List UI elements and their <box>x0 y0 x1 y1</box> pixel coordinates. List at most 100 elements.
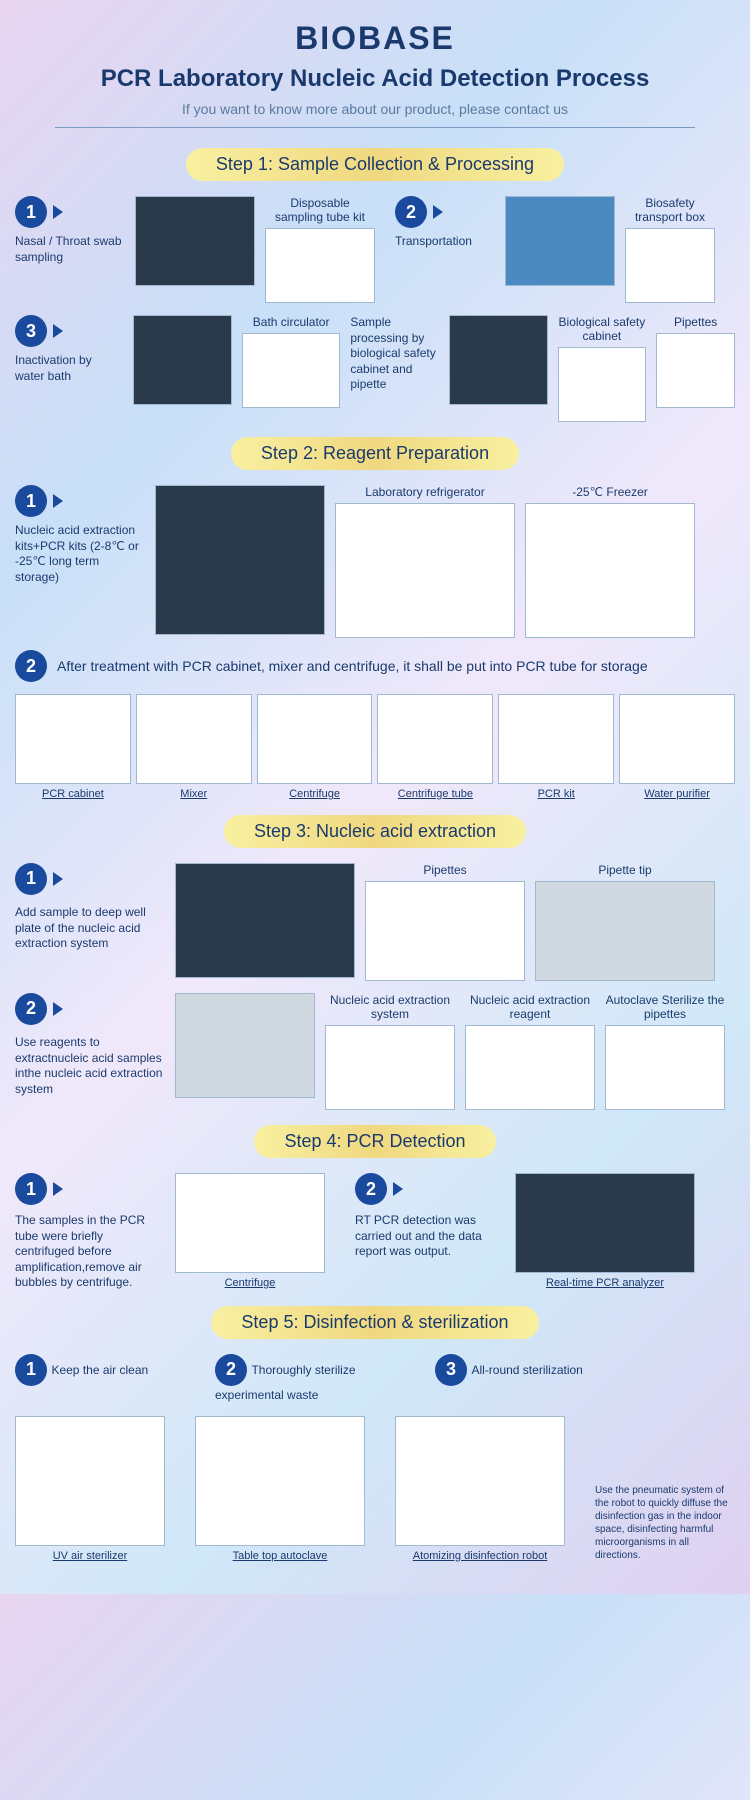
play-icon <box>53 1182 63 1196</box>
product-label: Real-time PCR analyzer <box>515 1277 695 1289</box>
product-label: Centrifuge tube <box>377 788 493 800</box>
step5-header: Step 5: Disinfection & sterilization <box>211 1306 538 1339</box>
product-label: Biological safety cabinet <box>558 315 647 343</box>
extraction2-photo <box>175 993 315 1098</box>
product-label: Biosafety transport box <box>625 196 715 224</box>
play-icon <box>53 494 63 508</box>
step1-text-4: Sample processing by biological safety c… <box>350 315 439 393</box>
step1-row1: 1 Nasal / Throat swab sampling Disposabl… <box>15 196 735 303</box>
pipette-tip-image <box>535 881 715 981</box>
bath-circulator-image <box>242 333 341 408</box>
step1-text-3: Inactivation by water bath <box>15 353 123 384</box>
uv-sterilizer-image <box>15 1416 165 1546</box>
step4-row: 1 The samples in the PCR tube were brief… <box>15 1173 735 1291</box>
step1-text-1: Nasal / Throat swab sampling <box>15 234 125 265</box>
divider <box>55 127 695 128</box>
step2-text-2: After treatment with PCR cabinet, mixer … <box>57 657 735 675</box>
subtitle: If you want to know more about our produ… <box>15 101 735 117</box>
step1-text-2: Transportation <box>395 234 495 250</box>
product-label: Atomizing disinfection robot <box>395 1550 565 1562</box>
step3-badge-2: 2 <box>15 993 47 1025</box>
step3-row2: 2 Use reagents to extractnucleic acid sa… <box>15 993 735 1110</box>
step2-text-1: Nucleic acid extraction kits+PCR kits (2… <box>15 523 145 585</box>
step2-row1: 1 Nucleic acid extraction kits+PCR kits … <box>15 485 735 638</box>
step5-note: Use the pneumatic system of the robot to… <box>595 1484 735 1562</box>
extraction-system-image <box>325 1025 455 1110</box>
step5-text-1: Keep the air clean <box>51 1363 148 1377</box>
pcr-cabinet-image <box>15 694 131 784</box>
step2-badge-1: 1 <box>15 485 47 517</box>
transport-photo <box>505 196 615 286</box>
product-label: Pipette tip <box>535 863 715 877</box>
product-label: PCR kit <box>498 788 614 800</box>
product-label: Bath circulator <box>242 315 341 329</box>
product-label: -25℃ Freezer <box>525 485 695 499</box>
product-label: Nucleic acid extraction system <box>325 993 455 1021</box>
pipettes2-image <box>365 881 525 981</box>
play-icon <box>433 205 443 219</box>
step1-row2: 3 Inactivation by water bath Bath circul… <box>15 315 735 422</box>
step3-text-2: Use reagents to extractnucleic acid samp… <box>15 1035 165 1097</box>
centrifuge2-image <box>175 1173 325 1273</box>
play-icon <box>53 324 63 338</box>
safety-cabinet-image <box>558 347 647 422</box>
step5-text-3: All-round sterilization <box>471 1363 582 1377</box>
step4-text-2: RT PCR detection was carried out and the… <box>355 1213 505 1260</box>
water-purifier-image <box>619 694 735 784</box>
waterbath-photo <box>133 315 232 405</box>
product-label: Laboratory refrigerator <box>335 485 515 499</box>
step2-products: PCR cabinet Mixer Centrifuge Centrifuge … <box>15 694 735 800</box>
freezer-image <box>525 503 695 638</box>
header: BIOBASE PCR Laboratory Nucleic Acid Dete… <box>15 20 735 128</box>
extraction-photo <box>175 863 355 978</box>
step1-badge-2: 2 <box>395 196 427 228</box>
product-label: Pipettes <box>365 863 525 877</box>
step5-products: UV air sterilizer Table top autoclave At… <box>15 1416 735 1562</box>
step4-badge-1: 1 <box>15 1173 47 1205</box>
step5-badge-1: 1 <box>15 1354 47 1386</box>
transport-box-image <box>625 228 715 303</box>
pcr-kit-image <box>498 694 614 784</box>
lab-fridge-image <box>335 503 515 638</box>
step3-badge-1: 1 <box>15 863 47 895</box>
step3-header: Step 3: Nucleic acid extraction <box>224 815 526 848</box>
play-icon <box>393 1182 403 1196</box>
step3-text-1: Add sample to deep well plate of the nuc… <box>15 905 165 952</box>
product-label: Disposable sampling tube kit <box>265 196 375 224</box>
step1-badge-1: 1 <box>15 196 47 228</box>
tube-kit-image <box>265 228 375 303</box>
step2-header: Step 2: Reagent Preparation <box>231 437 519 470</box>
step4-badge-2: 2 <box>355 1173 387 1205</box>
step2-row2: 2 After treatment with PCR cabinet, mixe… <box>15 650 735 682</box>
disinfection-robot-image <box>395 1416 565 1546</box>
play-icon <box>53 205 63 219</box>
product-label: PCR cabinet <box>15 788 131 800</box>
product-label: Table top autoclave <box>195 1550 365 1562</box>
step5-badge-2: 2 <box>215 1354 247 1386</box>
mixer-image <box>136 694 252 784</box>
step5-badge-3: 3 <box>435 1354 467 1386</box>
step1-header: Step 1: Sample Collection & Processing <box>186 148 564 181</box>
tabletop-autoclave-image <box>195 1416 365 1546</box>
play-icon <box>53 872 63 886</box>
product-label: Pipettes <box>656 315 735 329</box>
brand-logo: BIOBASE <box>15 20 735 57</box>
fridge-photo <box>155 485 325 635</box>
step1-badge-3: 3 <box>15 315 47 347</box>
step4-header: Step 4: PCR Detection <box>254 1125 495 1158</box>
product-label: Centrifuge <box>257 788 373 800</box>
centrifuge-image <box>257 694 373 784</box>
play-icon <box>53 1002 63 1016</box>
cabinet-photo <box>449 315 548 405</box>
extraction-reagent-image <box>465 1025 595 1110</box>
pipettes-image <box>656 333 735 408</box>
sampling-photo <box>135 196 255 286</box>
step5-labels: 1 Keep the air clean 2 Thoroughly steril… <box>15 1354 735 1404</box>
product-label: Nucleic acid extraction reagent <box>465 993 595 1021</box>
product-label: Water purifier <box>619 788 735 800</box>
product-label: Autoclave Sterilize the pipettes <box>605 993 725 1021</box>
pcr-analyzer-image <box>515 1173 695 1273</box>
product-label: Centrifuge <box>175 1277 325 1289</box>
autoclave-image <box>605 1025 725 1110</box>
product-label: UV air sterilizer <box>15 1550 165 1562</box>
